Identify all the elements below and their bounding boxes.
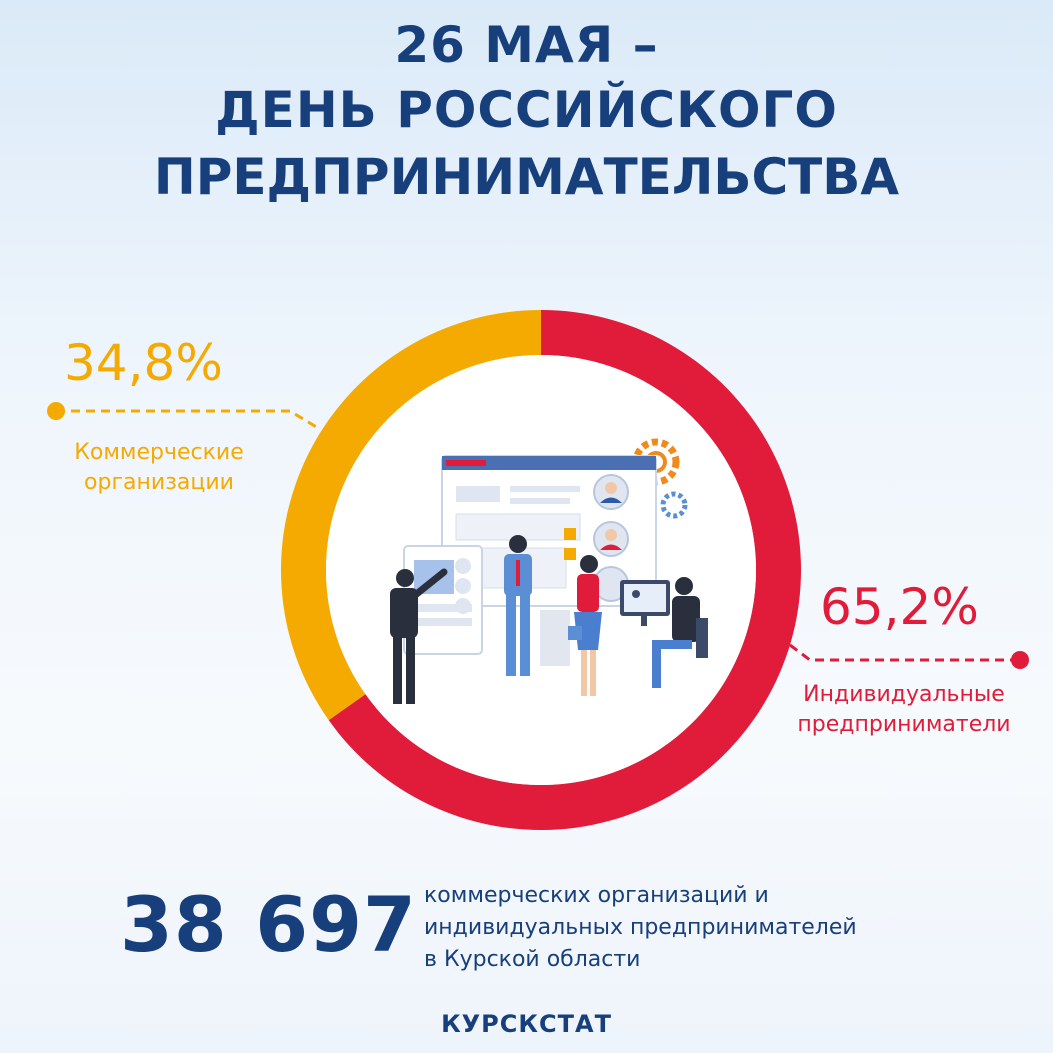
business-illustration [390,438,708,704]
category-label-individual-line2: предприниматели [797,712,1011,737]
desk [540,610,570,666]
title-line-3: ПРЕДПРИНИМАТЕЛЬСТВА [153,148,900,206]
seated-man-figure [652,577,708,688]
category-label-commercial-line1: Коммерческие [74,440,244,465]
title-line-1: 26 МАЯ – [394,16,659,74]
leader-individual [789,643,1029,669]
woman-figure [568,555,602,696]
man-pointing-figure [390,568,448,704]
leader-line-individual [789,643,1020,662]
donut-slice-commercial [281,310,541,721]
total-description-line2: индивидуальных предпринимателей [424,915,857,940]
small-gear-icon [660,491,688,519]
leader-line-commercial [56,409,319,430]
total-count: 38 697 [120,880,417,969]
profile-card-panel [403,545,483,655]
monitor-icon [620,580,670,626]
value-label-commercial: 34,8% [64,334,223,392]
title-line-2: ДЕНЬ РОССИЙСКОГО [215,81,838,139]
category-label-individual-line1: Индивидуальные [803,682,1005,707]
total-description-line3: в Курской области [424,947,641,972]
category-label-commercial-line2: организации [84,470,234,495]
leader-commercial [47,402,319,430]
total-description: коммерческих организаций и индивидуальны… [424,880,857,976]
source-label: КУРСКСТАТ [441,1010,612,1038]
value-label-individual: 65,2% [820,578,979,636]
man-standing-figure [504,535,532,676]
page-title: 26 МАЯ – ДЕНЬ РОССИЙСКОГО ПРЕДПРИНИМАТЕЛ… [0,14,1053,210]
total-description-line1: коммерческих организаций и [424,883,769,908]
category-label-commercial: Коммерческие организации [34,438,284,498]
leader-dot-individual [1011,651,1029,669]
category-label-individual: Индивидуальные предприниматели [766,680,1042,740]
